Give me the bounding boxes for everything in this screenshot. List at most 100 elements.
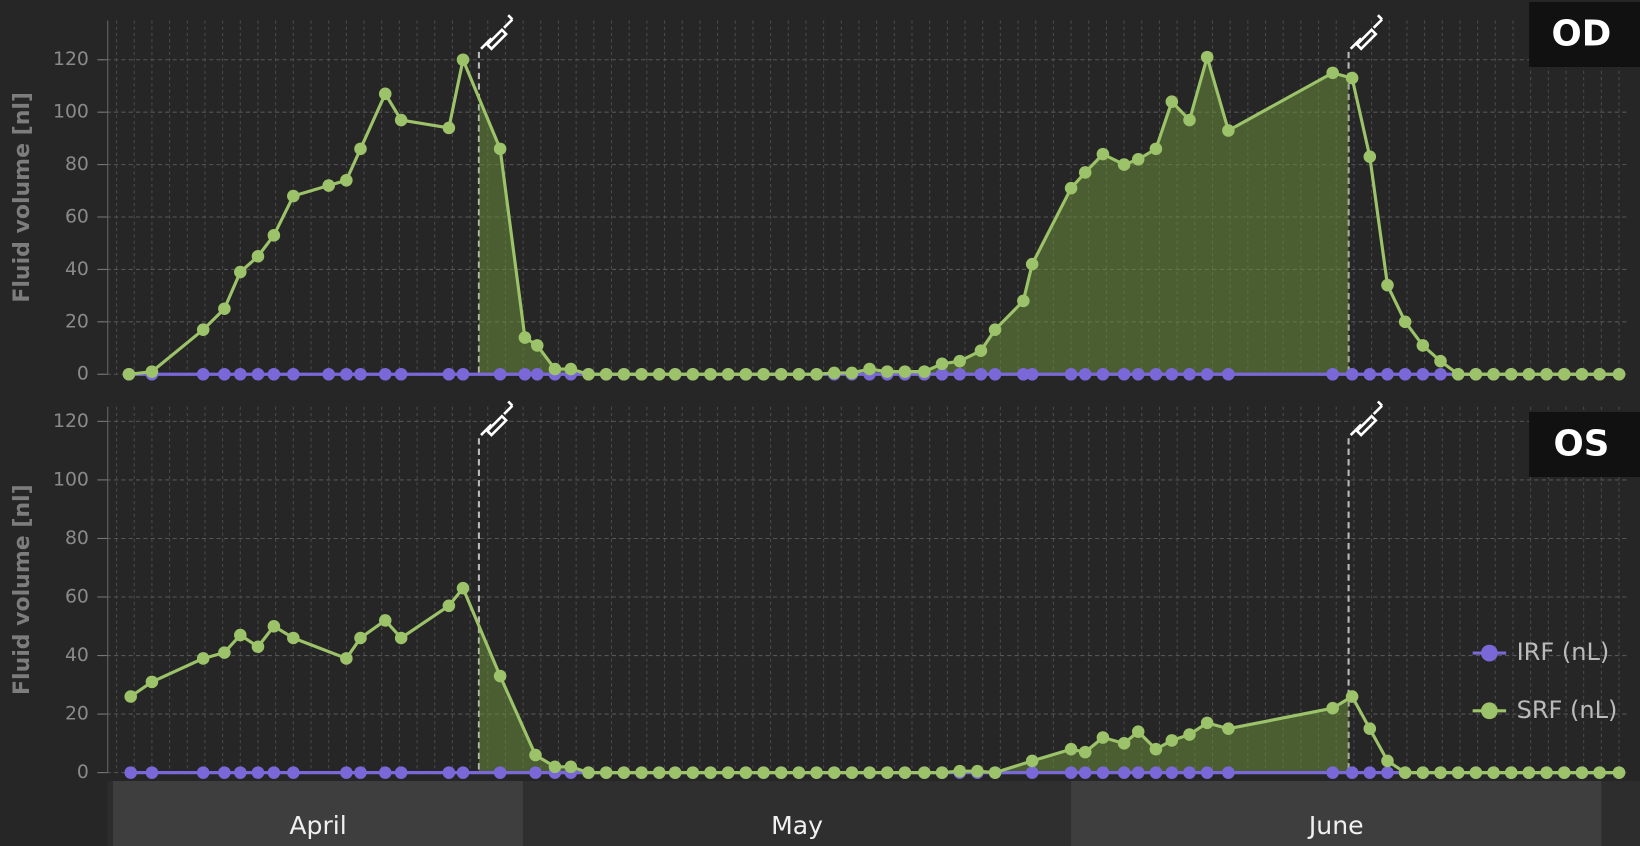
data-point bbox=[1200, 716, 1214, 730]
data-point bbox=[880, 766, 894, 779]
data-point bbox=[1416, 367, 1430, 381]
data-point bbox=[1326, 766, 1339, 779]
data-point bbox=[218, 367, 231, 381]
data-point bbox=[196, 367, 210, 381]
data-point bbox=[863, 362, 876, 376]
data-point bbox=[1381, 278, 1394, 292]
data-point bbox=[267, 619, 281, 633]
data-point bbox=[1025, 367, 1039, 381]
data-point bbox=[810, 766, 823, 779]
data-point bbox=[1149, 367, 1163, 381]
data-point bbox=[704, 766, 717, 779]
data-point bbox=[1165, 95, 1179, 108]
data-point bbox=[1222, 722, 1235, 736]
data-point bbox=[774, 766, 788, 779]
data-point bbox=[1522, 766, 1536, 779]
panel-label: OS bbox=[1554, 424, 1610, 465]
syringe-icon bbox=[480, 400, 514, 437]
data-point bbox=[1149, 742, 1163, 756]
data-point bbox=[1064, 367, 1078, 381]
data-point bbox=[582, 766, 595, 779]
legend-label: IRF (nL) bbox=[1517, 638, 1610, 666]
data-point bbox=[1612, 766, 1626, 779]
data-point bbox=[456, 766, 470, 779]
data-point bbox=[1078, 766, 1092, 779]
data-point bbox=[635, 367, 648, 381]
data-point bbox=[1096, 147, 1110, 161]
data-point bbox=[378, 766, 392, 779]
data-point bbox=[1381, 754, 1394, 768]
data-point bbox=[668, 367, 682, 381]
data-point bbox=[686, 766, 700, 779]
data-point bbox=[1575, 766, 1589, 779]
data-point bbox=[1149, 142, 1163, 156]
y-tick-label: 60 bbox=[65, 586, 89, 607]
data-point bbox=[442, 599, 456, 613]
data-point bbox=[251, 367, 265, 381]
data-point bbox=[988, 766, 1002, 779]
data-point bbox=[652, 367, 666, 381]
data-point bbox=[898, 766, 912, 779]
data-point bbox=[1149, 766, 1163, 779]
data-point bbox=[599, 766, 613, 779]
data-point bbox=[218, 302, 231, 316]
panel-label: OD bbox=[1552, 14, 1612, 55]
data-point bbox=[1064, 181, 1078, 195]
data-point bbox=[668, 766, 682, 779]
data-point bbox=[863, 766, 876, 779]
y-axis-label: Fluid volume [nl] bbox=[10, 484, 35, 695]
data-point bbox=[1469, 766, 1483, 779]
data-point bbox=[493, 142, 507, 156]
data-point bbox=[1326, 701, 1339, 715]
data-point bbox=[774, 367, 788, 381]
y-tick-label: 100 bbox=[53, 102, 89, 123]
data-point bbox=[721, 766, 735, 779]
y-tick-label: 120 bbox=[53, 49, 89, 70]
data-point bbox=[1363, 766, 1377, 779]
data-point bbox=[617, 367, 631, 381]
data-point bbox=[1381, 367, 1394, 381]
data-point bbox=[564, 362, 578, 376]
data-point bbox=[442, 367, 456, 381]
data-point bbox=[1017, 294, 1030, 308]
data-point bbox=[340, 174, 353, 187]
data-point bbox=[1165, 734, 1179, 747]
data-point bbox=[378, 614, 392, 627]
y-tick-label: 80 bbox=[65, 154, 89, 175]
y-tick-label: 20 bbox=[65, 704, 89, 725]
data-point bbox=[1200, 766, 1214, 779]
data-point bbox=[287, 367, 300, 381]
data-point bbox=[1096, 766, 1110, 779]
data-point bbox=[1398, 315, 1412, 329]
data-point bbox=[1398, 766, 1412, 779]
data-point bbox=[1078, 745, 1092, 759]
data-point bbox=[354, 631, 367, 645]
data-point bbox=[1025, 257, 1039, 271]
data-point bbox=[1017, 367, 1030, 381]
data-point bbox=[394, 766, 408, 779]
data-point bbox=[827, 766, 841, 779]
y-tick-label: 120 bbox=[53, 411, 89, 432]
syringe-icon bbox=[1349, 14, 1383, 51]
data-point bbox=[1183, 766, 1196, 779]
data-point bbox=[1200, 50, 1214, 64]
data-point bbox=[530, 339, 544, 352]
legend-swatch bbox=[1481, 644, 1498, 662]
data-point bbox=[1131, 153, 1145, 166]
data-point bbox=[1345, 71, 1359, 85]
data-point bbox=[1575, 367, 1589, 381]
data-point bbox=[739, 766, 753, 779]
data-point bbox=[145, 675, 159, 689]
data-point bbox=[1025, 754, 1039, 768]
data-point bbox=[394, 367, 408, 381]
data-point bbox=[635, 766, 648, 779]
data-point bbox=[1131, 725, 1145, 738]
data-point bbox=[145, 365, 159, 378]
data-point bbox=[953, 354, 966, 368]
syringe-icon bbox=[480, 14, 514, 51]
data-point bbox=[1165, 367, 1179, 381]
data-point bbox=[918, 766, 931, 779]
data-point bbox=[218, 646, 231, 659]
data-point bbox=[493, 669, 507, 683]
data-point bbox=[548, 362, 562, 376]
